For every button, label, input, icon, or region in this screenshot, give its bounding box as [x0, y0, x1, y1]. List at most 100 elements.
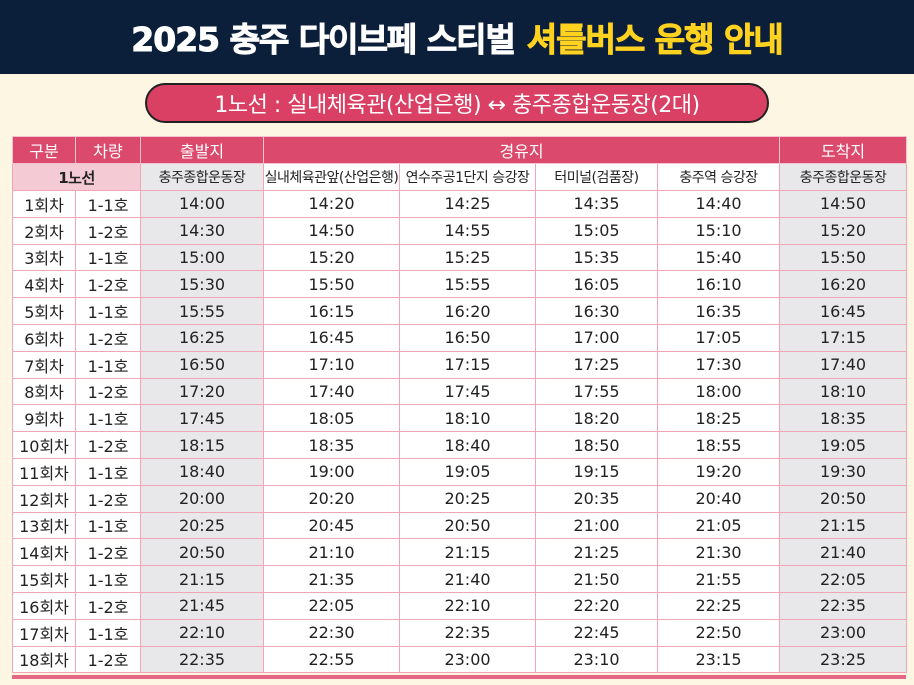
arrival-time: 21:40 — [779, 538, 908, 567]
stop-time: 16:15 — [263, 297, 400, 325]
stop-time: 22:10 — [399, 591, 536, 620]
page-title: 2025 충주 다이브페 스티벌 — [131, 20, 517, 60]
departure-time: 22:35 — [140, 645, 264, 674]
stop-time: 20:50 — [399, 511, 536, 540]
departure-time: 17:20 — [140, 377, 264, 406]
shuttle-timetable: 구분 차량 출발지 경유지 도착지 1노선 충주종합운동장 실내체육관앞(산업은… — [12, 136, 908, 674]
departure-time: 22:10 — [140, 618, 264, 647]
arrival-time: 23:25 — [779, 645, 908, 674]
stop-time: 21:10 — [263, 538, 400, 567]
vehicle-id: 1-1호 — [75, 457, 141, 486]
vehicle-id: 1-2호 — [75, 216, 141, 245]
table-row: 1회차 1-1호 14:00 14:20 14:25 14:35 14:40 14:50 — [12, 190, 908, 218]
vehicle-id: 1-2호 — [75, 591, 141, 620]
vehicle-id: 1-2호 — [75, 538, 141, 567]
vehicle-id: 1-2호 — [75, 270, 141, 299]
vehicle-id: 1-1호 — [75, 243, 141, 272]
vehicle-id: 1-1호 — [75, 404, 141, 433]
table-row: 14회차 1-2호 20:50 21:10 21:15 21:25 21:30 21:40 — [12, 538, 908, 567]
stop-time: 15:10 — [656, 216, 781, 245]
vehicle-id: 1-1호 — [75, 297, 141, 325]
stop-time: 22:20 — [535, 591, 658, 620]
arrival-time: 17:15 — [779, 323, 908, 352]
stop-time: 17:40 — [263, 377, 400, 406]
trip-number: 15회차 — [12, 565, 76, 593]
stop-time: 18:00 — [656, 377, 781, 406]
vehicle-id: 1-2호 — [75, 484, 141, 513]
table-row: 7회차 1-1호 16:50 17:10 17:15 17:25 17:30 17:40 — [12, 350, 908, 379]
stop-name: 연수주공1단지 승강장 — [399, 163, 536, 191]
table-row: 8회차 1-2호 17:20 17:40 17:45 17:55 18:00 18:10 — [12, 377, 908, 406]
route-label: 1노선 — [12, 163, 141, 191]
trip-number: 1회차 — [12, 190, 76, 218]
stop-time: 21:25 — [535, 538, 658, 567]
arrival-time: 19:05 — [779, 431, 908, 459]
table-row: 18회차 1-2호 22:35 22:55 23:00 23:10 23:15 23:25 — [12, 645, 908, 674]
stop-time: 16:45 — [263, 323, 400, 352]
stop-time: 18:55 — [656, 431, 781, 459]
stop-time: 16:35 — [656, 297, 781, 325]
departure-time: 17:45 — [140, 404, 264, 433]
arrival-time: 20:50 — [779, 484, 908, 513]
stop-time: 20:40 — [656, 484, 781, 513]
stop-time: 17:45 — [399, 377, 536, 406]
departure-time: 18:15 — [140, 431, 264, 459]
stop-time: 15:35 — [535, 243, 658, 272]
table-row: 6회차 1-2호 16:25 16:45 16:50 17:00 17:05 17:15 — [12, 323, 908, 352]
stop-time: 15:40 — [656, 243, 781, 272]
arrival-time: 22:05 — [779, 565, 908, 593]
departure-time: 16:25 — [140, 323, 264, 352]
vehicle-id: 1-1호 — [75, 511, 141, 540]
header-departure: 출발지 — [140, 136, 264, 164]
trip-number: 16회차 — [12, 591, 76, 620]
departure-time: 21:45 — [140, 591, 264, 620]
group-header-row: 구분 차량 출발지 경유지 도착지 — [12, 136, 908, 164]
trip-number: 12회차 — [12, 484, 76, 513]
trip-number: 6회차 — [12, 323, 76, 352]
arrival-time: 16:20 — [779, 270, 908, 299]
departure-time: 14:00 — [140, 190, 264, 218]
trip-number: 13회차 — [12, 511, 76, 540]
trip-number: 9회차 — [12, 404, 76, 433]
header-arrival: 도착지 — [779, 136, 908, 164]
stop-time: 15:50 — [263, 270, 400, 299]
vehicle-id: 1-2호 — [75, 645, 141, 674]
route-banner: 1노선 : 실내체육관(산업은행) ↔ 충주종합운동장(2대) — [145, 83, 769, 123]
arrival-time: 18:35 — [779, 404, 908, 433]
arrival-time: 17:40 — [779, 350, 908, 379]
page-title-highlight: 셔틀버스 운행 안내 — [526, 20, 784, 60]
trip-number: 17회차 — [12, 618, 76, 647]
trip-number: 10회차 — [12, 431, 76, 459]
stop-name: 충주종합운동장 — [779, 163, 908, 191]
stop-time: 20:35 — [535, 484, 658, 513]
trip-number: 3회차 — [12, 243, 76, 272]
arrival-time: 15:20 — [779, 216, 908, 245]
stop-time: 15:55 — [399, 270, 536, 299]
departure-time: 15:55 — [140, 297, 264, 325]
stop-time: 15:20 — [263, 243, 400, 272]
table-row: 9회차 1-1호 17:45 18:05 18:10 18:20 18:25 18:35 — [12, 404, 908, 433]
stop-time: 18:35 — [263, 431, 400, 459]
trip-number: 8회차 — [12, 377, 76, 406]
arrival-time: 16:45 — [779, 297, 908, 325]
stop-time: 23:10 — [535, 645, 658, 674]
table-row: 4회차 1-2호 15:30 15:50 15:55 16:05 16:10 16:20 — [12, 270, 908, 299]
stop-time: 14:25 — [399, 190, 536, 218]
stop-name: 터미널(검품장) — [535, 163, 658, 191]
departure-time: 15:30 — [140, 270, 264, 299]
stop-time: 15:05 — [535, 216, 658, 245]
vehicle-id: 1-2호 — [75, 431, 141, 459]
table-row: 15회차 1-1호 21:15 21:35 21:40 21:50 21:55 22:05 — [12, 565, 908, 593]
trip-number: 11회차 — [12, 457, 76, 486]
stop-time: 22:50 — [656, 618, 781, 647]
stop-time: 20:45 — [263, 511, 400, 540]
arrival-time: 18:10 — [779, 377, 908, 406]
departure-time: 20:25 — [140, 511, 264, 540]
stop-time: 20:25 — [399, 484, 536, 513]
departure-time: 16:50 — [140, 350, 264, 379]
stop-time: 14:35 — [535, 190, 658, 218]
vehicle-id: 1-2호 — [75, 377, 141, 406]
departure-time: 20:00 — [140, 484, 264, 513]
departure-time: 14:30 — [140, 216, 264, 245]
stop-time: 16:10 — [656, 270, 781, 299]
